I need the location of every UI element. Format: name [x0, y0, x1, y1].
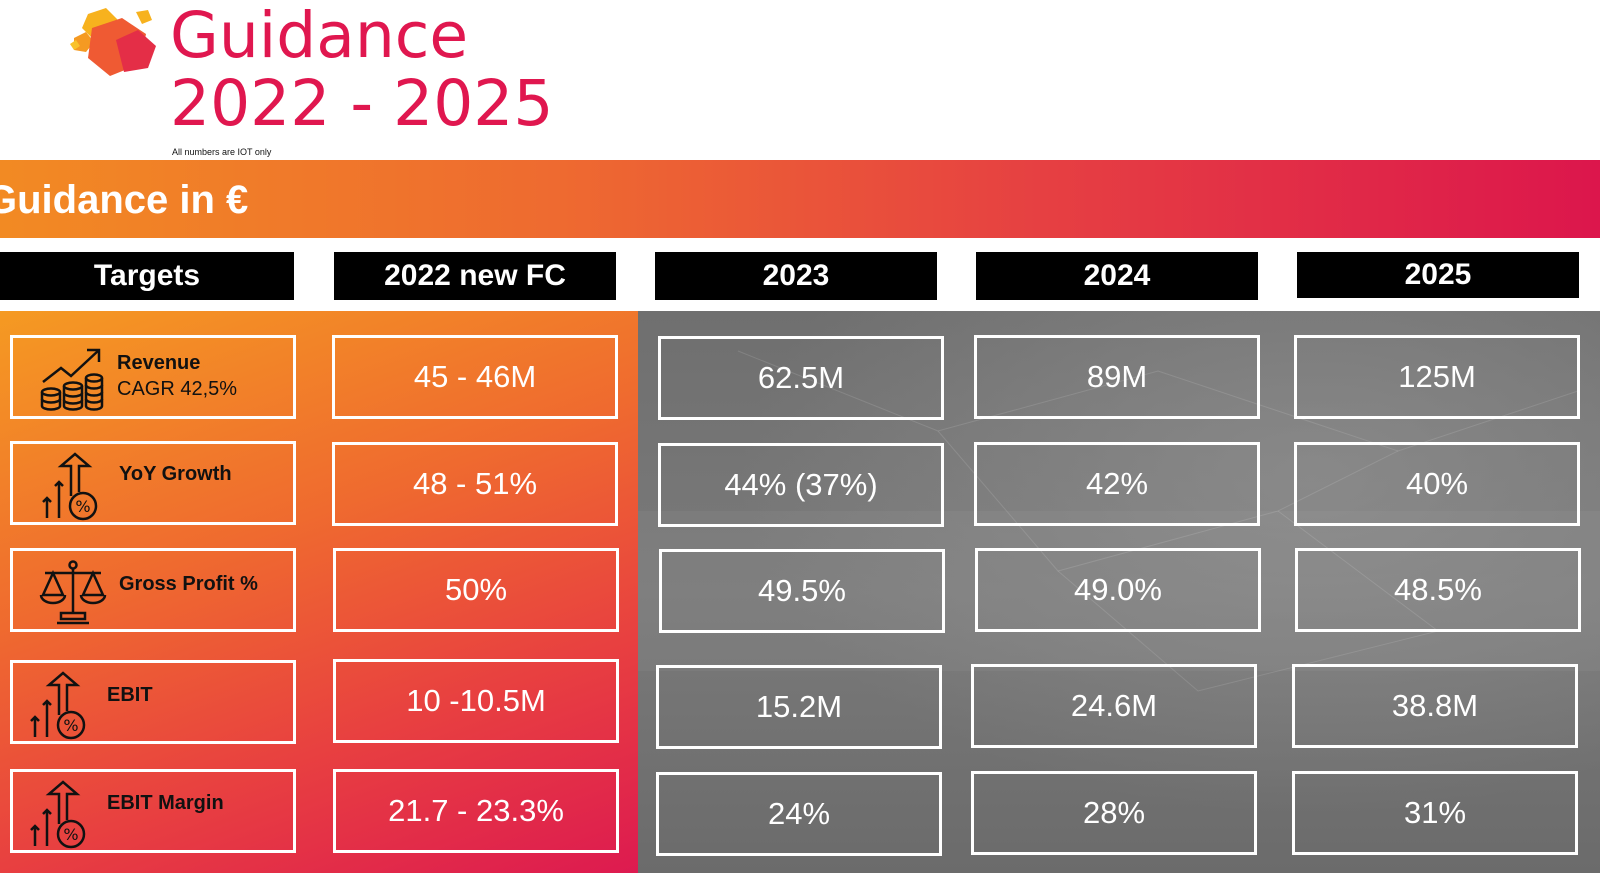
banner	[0, 160, 1600, 238]
page-title: Guidance 2022 - 2025	[170, 2, 553, 138]
column-header-2024: 2024	[976, 252, 1258, 300]
column-header-2022: 2022 new FC	[334, 252, 616, 300]
company-logo	[70, 8, 156, 76]
value-gross-profit-2025: 48.5%	[1295, 548, 1581, 632]
value-yoy-2025: 40%	[1294, 442, 1580, 526]
title-line-2: 2022 - 2025	[170, 67, 554, 140]
targets-panel	[0, 311, 638, 873]
value-revenue-2022: 45 - 46M	[332, 335, 618, 419]
column-header-2023: 2023	[655, 252, 937, 300]
target-label-ebit-margin: EBIT Margin	[107, 792, 224, 814]
value-ebit-margin-2023: 24%	[656, 772, 942, 856]
percent-growth-icon: %	[30, 780, 86, 849]
target-label-gross-profit: Gross Profit %	[119, 573, 258, 595]
background-network-lines	[638, 350, 1600, 692]
value-ebit-2024: 24.6M	[971, 664, 1257, 748]
value-yoy-2023: 44% (37%)	[658, 443, 944, 527]
svg-text:%: %	[63, 825, 78, 844]
title-line-1: Guidance	[170, 0, 469, 72]
banner-title: Guidance in €	[0, 178, 249, 222]
balance-scale-icon	[39, 560, 107, 625]
forecast-panel	[638, 311, 1600, 873]
value-revenue-2024: 89M	[974, 335, 1260, 419]
target-sub: CAGR 42,5%	[117, 378, 238, 400]
percent-growth-icon: %	[42, 452, 98, 521]
target-row-revenue: Revenue CAGR 42,5%	[10, 335, 296, 419]
value-gross-profit-2022: 50%	[333, 548, 619, 632]
target-label-ebit: EBIT	[107, 684, 153, 706]
value-yoy-2024: 42%	[974, 442, 1260, 526]
target-row-gross-profit: Gross Profit %	[10, 548, 296, 632]
value-ebit-2022: 10 -10.5M	[333, 659, 619, 743]
target-row-ebit: % EBIT	[10, 660, 296, 744]
column-header-2025: 2025	[1297, 252, 1579, 298]
target-label-yoy-growth: YoY Growth	[119, 463, 232, 485]
target-row-ebit-margin: % EBIT Margin	[10, 769, 296, 853]
value-ebit-margin-2025: 31%	[1292, 771, 1578, 855]
value-ebit-margin-2022: 21.7 - 23.3%	[333, 769, 619, 853]
revenue-growth-icon	[40, 348, 104, 411]
value-ebit-2025: 38.8M	[1292, 664, 1578, 748]
value-revenue-2023: 62.5M	[658, 336, 944, 420]
value-gross-profit-2023: 49.5%	[659, 549, 945, 633]
target-name: Revenue	[117, 352, 201, 374]
percent-growth-icon: %	[30, 671, 86, 740]
column-header-targets: Targets	[0, 252, 294, 300]
footnote: All numbers are IOT only	[172, 147, 272, 157]
value-revenue-2025: 125M	[1294, 335, 1580, 419]
value-ebit-2023: 15.2M	[656, 665, 942, 749]
target-label-revenue: Revenue CAGR 42,5%	[117, 350, 237, 402]
svg-text:%: %	[63, 716, 78, 735]
value-ebit-margin-2024: 28%	[971, 771, 1257, 855]
value-gross-profit-2024: 49.0%	[975, 548, 1261, 632]
title-area	[0, 0, 1600, 160]
svg-text:%: %	[75, 497, 90, 516]
target-row-yoy-growth: % YoY Growth	[10, 441, 296, 525]
value-yoy-2022: 48 - 51%	[332, 442, 618, 526]
